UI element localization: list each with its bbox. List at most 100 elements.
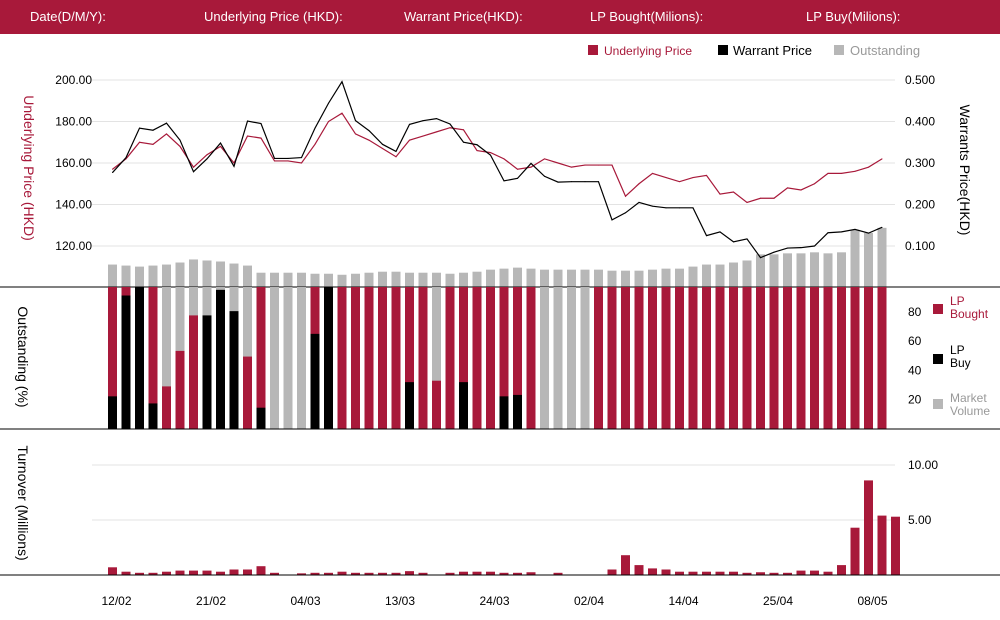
warrant-price-line-point — [193, 171, 194, 173]
lp-bought-bar — [783, 287, 792, 429]
underlying-price-line-point — [746, 201, 748, 203]
outstanding-bar — [634, 270, 644, 287]
underlying-price-line-point — [449, 127, 451, 129]
lp-bought-bar — [148, 287, 158, 429]
legend-swatch-market-volume — [933, 399, 943, 409]
turnover-bar — [148, 572, 158, 575]
turnover-axis-title: Turnover (Millions) — [15, 445, 31, 560]
warrant-price-line-point — [490, 154, 491, 156]
lp-bought-bar — [256, 287, 266, 429]
outstanding-bar — [283, 272, 293, 287]
legend-market-volume[interactable]: Market Volume — [950, 391, 990, 418]
y-tick-right: 0.400 — [905, 115, 935, 129]
lp-buy-bar — [513, 394, 522, 429]
outstanding-bar — [621, 270, 630, 287]
outstanding-bar — [607, 270, 617, 287]
turnover-bar — [742, 572, 752, 575]
underlying-price-line-point — [139, 141, 140, 143]
lp-bought-bar — [864, 287, 873, 429]
outstanding-bar — [594, 269, 603, 287]
market-volume-bar — [189, 287, 198, 316]
legend-warrant[interactable]: Warrant Price — [733, 43, 812, 58]
outstanding-bar — [216, 261, 225, 287]
warrant-price-line-point — [800, 247, 802, 249]
lp-bought-bar — [675, 287, 684, 429]
legend-swatch-warrant — [718, 45, 728, 55]
warrant-axis-title: Warrants Price(HKD) — [957, 105, 973, 236]
lp-bought-bar — [108, 287, 117, 429]
header-lp-buy-label: LP Buy(Milions): — [806, 9, 901, 24]
underlying-price-line-point — [827, 172, 829, 174]
lp-bought-bar — [189, 287, 198, 429]
lp-bought-bar — [337, 287, 347, 429]
underlying-price-line-point — [463, 129, 464, 131]
warrant-price-line — [112, 80, 883, 259]
warrant-price-line-point — [166, 122, 167, 124]
market-volume-bar — [567, 287, 576, 429]
warrant-price-line-point — [139, 127, 140, 129]
warrant-price-line-point — [652, 205, 653, 207]
outstanding-bar — [310, 273, 320, 287]
lp-buy-bar — [229, 311, 239, 429]
outstanding-bar — [256, 272, 266, 287]
underlying-price-line-point — [787, 187, 788, 189]
mid-y-tick: 20 — [908, 393, 922, 407]
lp-bought-bar — [418, 287, 428, 429]
underlying-price-line-point — [881, 158, 883, 160]
underlying-price-line-point — [274, 160, 275, 162]
lp-bought-bar — [729, 287, 738, 429]
outstanding-bar — [459, 272, 468, 287]
outstanding-axis-title: Outstanding (%) — [15, 306, 31, 407]
underlying-price-line-point — [220, 145, 221, 147]
turnover-bar — [202, 570, 212, 575]
warrant-price-line-point — [463, 141, 464, 143]
lp-bought-bar — [742, 287, 752, 429]
y-tick-left: 160.00 — [55, 156, 92, 170]
turnover-y-tick: 10.00 — [908, 458, 938, 472]
legend-lp-buy[interactable]: LP Buy — [950, 343, 971, 370]
warrant-price-line-point — [233, 165, 235, 167]
turnover-bar — [310, 572, 320, 575]
market-volume-bar — [175, 287, 185, 351]
warrant-price-line-point — [260, 123, 262, 125]
lp-buy-bar — [324, 287, 333, 429]
warrant-price-line-point — [125, 157, 127, 159]
underlying-price-line-point — [328, 121, 329, 122]
turnover-bar — [499, 572, 509, 575]
warrant-price-line-point — [530, 162, 532, 164]
warrant-price-line-point — [571, 181, 572, 183]
outstanding-bar — [877, 227, 887, 287]
outstanding-bar — [715, 264, 725, 287]
lp-buy-bar — [405, 382, 414, 429]
lp-bought-bar — [661, 287, 671, 429]
turnover-bar — [486, 571, 495, 575]
legend-underlying[interactable]: Underlying Price — [604, 44, 692, 58]
legend-outstanding[interactable]: Outstanding — [850, 43, 920, 58]
warrant-price-line-point — [827, 232, 829, 234]
turnover-bar — [715, 571, 725, 575]
market-volume-bar — [540, 287, 549, 429]
outstanding-bar — [108, 264, 117, 287]
warrant-price-line-point — [503, 180, 505, 182]
x-tick-label: 08/05 — [857, 594, 887, 608]
market-volume-bar — [432, 287, 441, 381]
warrant-price-line-point — [355, 120, 356, 122]
warrant-price-line-point — [274, 157, 275, 159]
turnover-bar — [405, 571, 414, 575]
legend-lp-bought[interactable]: LP Bought — [950, 294, 989, 321]
lp-bought-bar — [499, 287, 509, 429]
underlying-price-line-point — [368, 139, 370, 141]
lp-bought-bar — [810, 287, 819, 429]
underlying-price-line-point — [665, 177, 667, 179]
turnover-bar — [121, 571, 131, 575]
warrant-price-line-point — [881, 226, 883, 228]
underlying-price-line-point — [544, 158, 545, 160]
outstanding-bar — [850, 229, 860, 287]
warrant-price-line-point — [544, 175, 545, 177]
warrant-price-line-point — [179, 139, 181, 141]
warrant-price-line-point — [787, 247, 788, 249]
underlying-price-line-point — [490, 152, 491, 154]
turnover-bar — [324, 572, 333, 575]
outstanding-bar — [351, 273, 360, 287]
lp-bought-bar — [513, 287, 522, 429]
